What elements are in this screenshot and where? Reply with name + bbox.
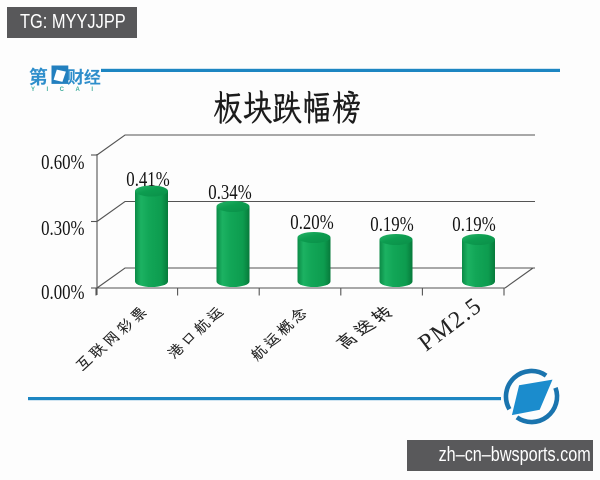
svg-text:YICAI: YICAI — [31, 87, 105, 93]
